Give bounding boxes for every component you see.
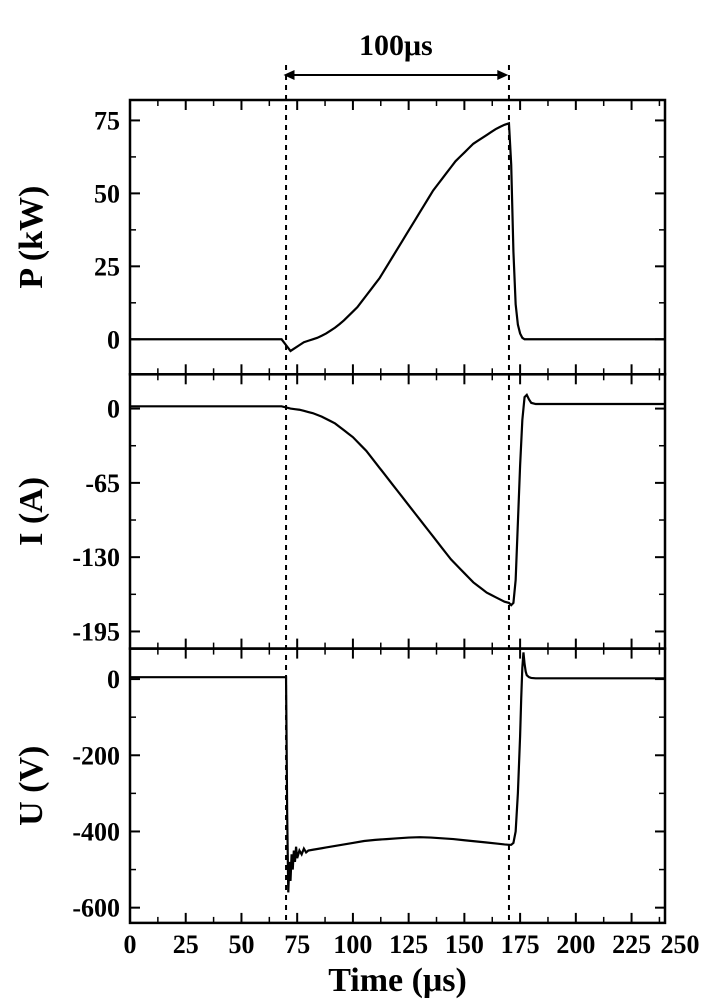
xtick-label: 225 — [612, 930, 651, 959]
panel-frame-current — [130, 374, 665, 648]
series-power — [130, 123, 665, 351]
xtick-label: 150 — [445, 930, 484, 959]
ytick-label: 0 — [107, 325, 120, 354]
series-current — [130, 395, 665, 605]
annotation-arrow-right — [497, 70, 508, 80]
ylabel-voltage: U (V) — [13, 746, 50, 826]
ytick-label: -400 — [72, 817, 120, 846]
xtick-label: 100 — [333, 930, 372, 959]
figure-svg: 100μs 0 25 50 75 P (kW) 0 -65 -130 -195 I (A) 0 -200… — [0, 0, 703, 1000]
ytick-label: 25 — [94, 252, 120, 281]
annotation-text: 100μs — [359, 29, 433, 62]
panel-frame-voltage — [130, 649, 665, 923]
panel-frame-power — [130, 100, 665, 374]
ytick-label: -130 — [72, 543, 120, 572]
xtick-label: 125 — [389, 930, 428, 959]
xtick-label: 50 — [228, 930, 254, 959]
ytick-label: 50 — [94, 179, 120, 208]
xtick-label: 250 — [661, 930, 700, 959]
ytick-label: -200 — [72, 741, 120, 770]
ylabel-current: I (A) — [13, 477, 50, 546]
ytick-label: 0 — [107, 395, 120, 424]
series-voltage — [130, 652, 665, 892]
xlabel: Time (μs) — [328, 962, 467, 999]
ytick-label: -65 — [85, 469, 120, 498]
xtick-label: 25 — [173, 930, 199, 959]
xtick-label: 0 — [124, 930, 137, 959]
ytick-label: -600 — [72, 894, 120, 923]
ylabel-power: P (kW) — [13, 186, 50, 289]
xtick-label: 75 — [284, 930, 310, 959]
ytick-label: -195 — [72, 617, 120, 646]
ytick-label: 0 — [107, 665, 120, 694]
xtick-label: 175 — [501, 930, 540, 959]
figure-container: 100μs 0 25 50 75 P (kW) 0 -65 -130 -195 I (A) 0 -200… — [0, 0, 703, 1000]
xtick-label: 200 — [556, 930, 595, 959]
ytick-label: 75 — [94, 106, 120, 135]
